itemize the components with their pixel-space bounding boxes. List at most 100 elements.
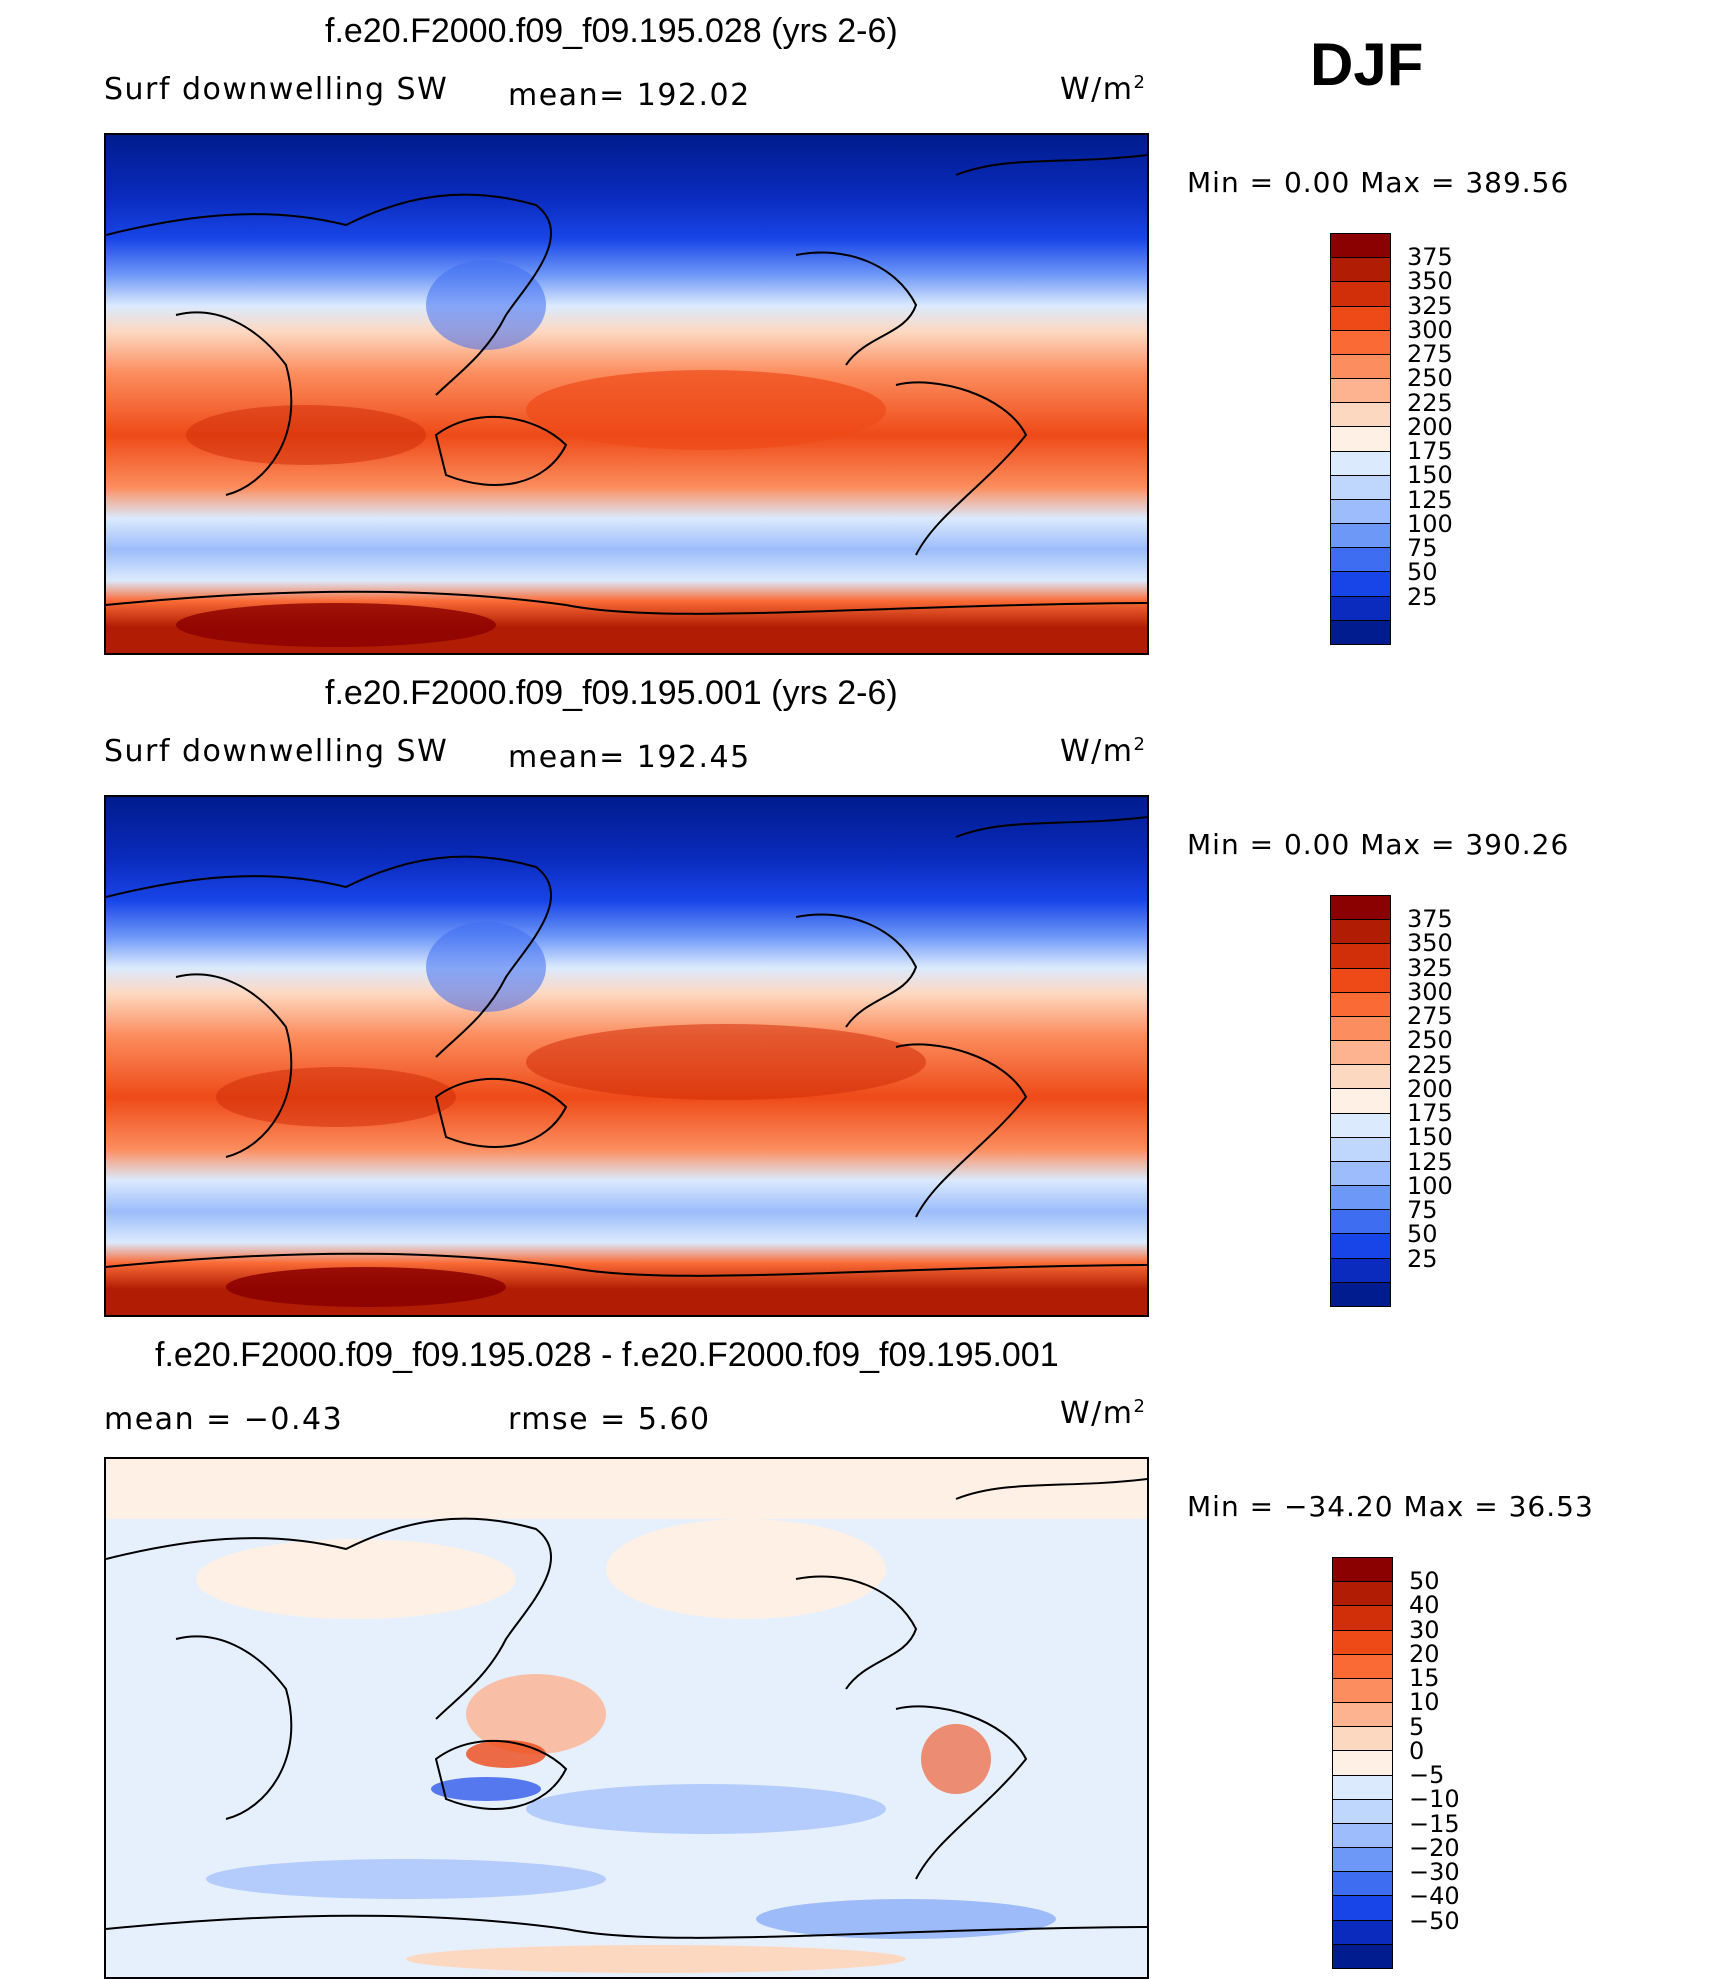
panel-1-minmax: Min = 0.00 Max = 389.56 (1187, 166, 1570, 199)
colorbar-swatch (1331, 548, 1390, 573)
panel-1-title: f.e20.F2000.f09_f09.195.028 (yrs 2-6) (325, 12, 898, 50)
colorbar-tick-label: 50 (1407, 1220, 1438, 1249)
colorbar-swatch (1333, 1920, 1392, 1945)
colorbar-swatch (1331, 620, 1390, 644)
colorbar-tick-label: 50 (1409, 1567, 1440, 1596)
colorbar-swatch (1331, 896, 1390, 921)
panel-3-rmse: rmse = 5.60 (508, 1402, 711, 1437)
colorbar-swatch (1333, 1944, 1392, 1968)
colorbar-swatch (1331, 427, 1390, 452)
colorbar-swatch (1331, 1258, 1390, 1283)
colorbar-swatch (1331, 1210, 1390, 1235)
colorbar-swatch (1331, 1089, 1390, 1114)
colorbar-tick-label: 150 (1407, 461, 1453, 490)
panel-2-variable: Surf downwelling SW (104, 734, 449, 769)
panel-3-title: f.e20.F2000.f09_f09.195.028 - f.e20.F200… (155, 1336, 1059, 1374)
colorbar-swatch (1331, 1137, 1390, 1162)
panel-3-field (106, 1459, 1147, 1977)
colorbar-tick-label: −5 (1409, 1761, 1445, 1790)
colorbar-swatch (1333, 1727, 1392, 1752)
colorbar-swatch (1331, 572, 1390, 597)
colorbar-tick-label: −10 (1409, 1785, 1460, 1814)
colorbar-swatch (1331, 475, 1390, 500)
colorbar-tick-label: 375 (1407, 243, 1453, 272)
colorbar-swatch (1331, 920, 1390, 945)
colorbar-swatch (1331, 1065, 1390, 1090)
panel-3-minmax: Min = −34.20 Max = 36.53 (1187, 1490, 1594, 1523)
colorbar-tick-label: 175 (1407, 437, 1453, 466)
colorbar-swatch (1333, 1703, 1392, 1728)
colorbar-tick-label: 75 (1407, 1196, 1438, 1225)
colorbar-tick-label: 25 (1407, 1244, 1438, 1273)
colorbar-tick-label: 200 (1407, 1074, 1453, 1103)
colorbar-tick-label: 250 (1407, 1026, 1453, 1055)
colorbar-tick-label: 350 (1407, 267, 1453, 296)
panel-2-title: f.e20.F2000.f09_f09.195.001 (yrs 2-6) (325, 674, 898, 712)
panel-1-colorbar (1330, 233, 1391, 645)
colorbar-tick-label: 30 (1409, 1615, 1440, 1644)
panel-3-map (104, 1457, 1149, 1979)
colorbar-swatch (1333, 1582, 1392, 1607)
colorbar-swatch (1331, 403, 1390, 428)
colorbar-tick-label: 275 (1407, 340, 1453, 369)
colorbar-swatch (1331, 1113, 1390, 1138)
colorbar-tick-label: 325 (1407, 953, 1453, 982)
colorbar-swatch (1331, 499, 1390, 525)
panel-2-minmax: Min = 0.00 Max = 390.26 (1187, 828, 1570, 861)
colorbar-tick-label: 50 (1407, 558, 1438, 587)
colorbar-tick-label: 100 (1407, 509, 1453, 538)
colorbar-swatch (1333, 1558, 1392, 1583)
colorbar-tick-label: 375 (1407, 905, 1453, 934)
colorbar-tick-label: 175 (1407, 1099, 1453, 1128)
colorbar-tick-label: 200 (1407, 412, 1453, 441)
colorbar-swatch (1333, 1896, 1392, 1921)
colorbar-tick-label: 15 (1409, 1664, 1440, 1693)
panel-1-map (104, 133, 1149, 655)
panel-1-mean: mean= 192.02 (508, 78, 751, 113)
colorbar-swatch (1333, 1872, 1392, 1897)
colorbar-tick-label: 300 (1407, 315, 1453, 344)
colorbar-tick-label: 100 (1407, 1171, 1453, 1200)
colorbar-tick-label: 350 (1407, 929, 1453, 958)
colorbar-swatch (1333, 1630, 1392, 1655)
colorbar-swatch (1331, 282, 1390, 307)
colorbar-swatch (1331, 968, 1390, 993)
colorbar-tick-label: 10 (1409, 1688, 1440, 1717)
panel-3-colorbar (1332, 1557, 1393, 1969)
panel-1-variable: Surf downwelling SW (104, 72, 449, 107)
colorbar-swatch (1331, 379, 1390, 404)
colorbar-swatch (1331, 596, 1390, 621)
colorbar-swatch (1333, 1823, 1392, 1849)
colorbar-tick-label: 5 (1409, 1712, 1425, 1741)
colorbar-tick-label: 0 (1409, 1736, 1425, 1765)
colorbar-tick-label: 225 (1407, 1050, 1453, 1079)
colorbar-tick-label: 25 (1407, 582, 1438, 611)
colorbar-tick-label: 225 (1407, 388, 1453, 417)
panel-2-map (104, 795, 1149, 1317)
colorbar-tick-label: 20 (1409, 1639, 1440, 1668)
colorbar-tick-label: 125 (1407, 485, 1453, 514)
panel-2-colorbar (1330, 895, 1391, 1307)
colorbar-swatch (1331, 1041, 1390, 1066)
colorbar-swatch (1331, 1282, 1390, 1306)
colorbar-swatch (1333, 1678, 1392, 1704)
panel-1-field (106, 135, 1147, 653)
colorbar-tick-label: −30 (1409, 1858, 1460, 1887)
colorbar-tick-label: 40 (1409, 1591, 1440, 1620)
colorbar-tick-label: −50 (1409, 1906, 1460, 1935)
panel-2-mean: mean= 192.45 (508, 740, 751, 775)
colorbar-tick-label: −15 (1409, 1809, 1460, 1838)
colorbar-swatch (1331, 1186, 1390, 1211)
colorbar-swatch (1331, 1234, 1390, 1259)
colorbar-swatch (1331, 944, 1390, 969)
colorbar-tick-label: 75 (1407, 534, 1438, 563)
colorbar-swatch (1333, 1848, 1392, 1873)
colorbar-swatch (1333, 1606, 1392, 1631)
colorbar-swatch (1333, 1654, 1392, 1679)
panel-2-units: W/m2 (1060, 734, 1147, 769)
colorbar-tick-label: 275 (1407, 1002, 1453, 1031)
panel-3-units: W/m2 (1060, 1396, 1147, 1431)
panel-2-field (106, 797, 1147, 1315)
colorbar-swatch (1331, 524, 1390, 549)
colorbar-swatch (1331, 258, 1390, 283)
